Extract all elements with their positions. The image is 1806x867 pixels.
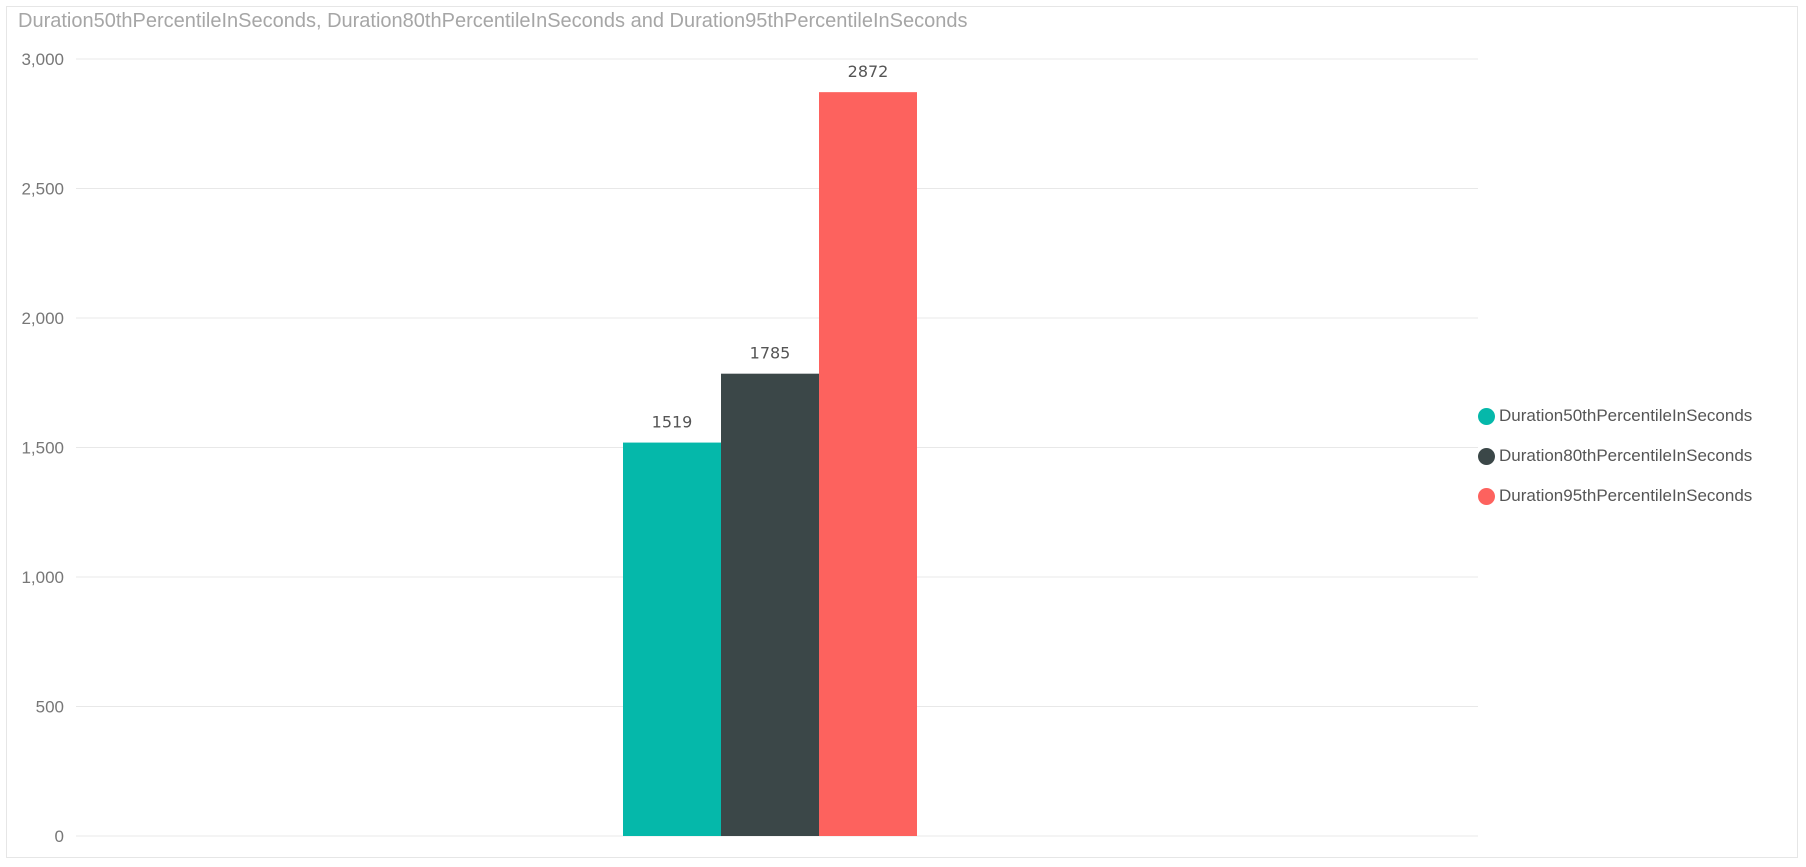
legend-label-p95: Duration95thPercentileInSeconds xyxy=(1499,486,1753,505)
data-labels: 1519 1785 2872 xyxy=(652,62,889,431)
y-tick-label: 3,000 xyxy=(21,50,64,69)
legend-swatch-p95 xyxy=(1478,487,1495,505)
legend-item-p50[interactable]: Duration50thPercentileInSeconds xyxy=(1478,396,1752,436)
y-tick-label: 2,500 xyxy=(21,180,64,199)
data-label-p95: 2872 xyxy=(848,62,889,81)
bar-p50[interactable] xyxy=(623,442,721,836)
legend-swatch-p80 xyxy=(1478,447,1495,465)
legend-item-p80[interactable]: Duration80thPercentileInSeconds xyxy=(1478,436,1752,476)
legend: Duration50thPercentileInSeconds Duration… xyxy=(1478,396,1752,516)
data-label-p50: 1519 xyxy=(652,413,693,432)
legend-label-p50: Duration50thPercentileInSeconds xyxy=(1499,406,1753,425)
y-tick-label: 500 xyxy=(36,698,64,717)
legend-label-p80: Duration80thPercentileInSeconds xyxy=(1499,446,1753,465)
bar-p80[interactable] xyxy=(721,373,819,836)
y-tick-label: 1,000 xyxy=(21,568,64,587)
y-tick-label: 1,500 xyxy=(21,439,64,458)
y-axis: 0 500 1,000 1,500 2,000 2,500 3,000 xyxy=(21,50,64,846)
data-label-p80: 1785 xyxy=(750,344,791,363)
legend-swatch-p50 xyxy=(1478,407,1495,425)
chart-title: Duration50thPercentileInSeconds, Duratio… xyxy=(18,10,968,32)
y-tick-label: 0 xyxy=(55,827,64,846)
legend-item-p95[interactable]: Duration95thPercentileInSeconds xyxy=(1478,476,1752,516)
bars xyxy=(623,92,917,837)
y-tick-label: 2,000 xyxy=(21,309,64,328)
bar-p95[interactable] xyxy=(819,92,917,837)
